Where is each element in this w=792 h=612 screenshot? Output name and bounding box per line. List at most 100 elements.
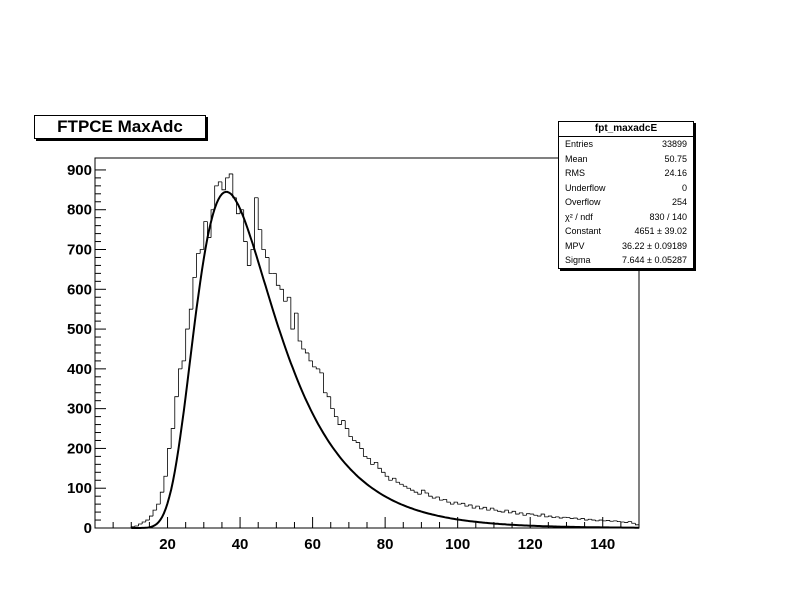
histogram-bin <box>602 520 607 522</box>
histogram-bin <box>631 521 636 524</box>
histogram-bin <box>464 503 469 507</box>
histogram-bin <box>333 408 338 418</box>
histogram-bin <box>515 511 520 515</box>
histogram-bin <box>181 360 186 369</box>
histogram-bin <box>634 523 639 526</box>
histogram-bin <box>377 462 382 469</box>
x-tick-label: 140 <box>590 536 615 553</box>
histogram-bin <box>261 229 266 250</box>
histogram-bin <box>308 352 313 362</box>
histogram-bin <box>159 491 164 505</box>
stats-row-label: Mean <box>565 153 588 164</box>
histogram-bin <box>497 510 502 512</box>
y-tick-label: 800 <box>67 202 92 219</box>
histogram-bin <box>134 525 139 527</box>
histogram-bin <box>395 478 400 483</box>
histogram-bin <box>304 348 309 354</box>
stats-row-label: χ² / ndf <box>565 211 593 222</box>
histogram-bin <box>598 519 603 521</box>
histogram-bin <box>417 492 422 495</box>
histogram-bin <box>167 448 172 477</box>
histogram-bin <box>413 490 418 493</box>
histogram-bin <box>587 518 592 521</box>
histogram-bin <box>402 484 407 487</box>
histogram-bin <box>178 368 183 397</box>
histogram-bin <box>344 420 349 429</box>
stats-row-label: Underflow <box>565 182 606 193</box>
histogram-bin <box>315 366 320 370</box>
stats-row-value: 254 <box>671 197 687 207</box>
histogram-bin <box>431 496 436 499</box>
stats-row: Underflow 0 <box>559 181 693 196</box>
y-tick-label: 100 <box>67 480 92 497</box>
histogram-bin <box>468 504 473 507</box>
histogram-bin <box>609 520 614 522</box>
stats-rows: Entries 33899 Mean 50.75 RMS 24.16 Underflow 0 O… <box>559 137 693 268</box>
x-tick-label: 120 <box>518 536 543 553</box>
stats-row-value: 50.75 <box>664 153 687 164</box>
histogram-bin <box>450 502 455 505</box>
histogram-bin <box>428 492 433 497</box>
histogram-bin <box>453 501 458 505</box>
histogram-bin <box>406 486 411 489</box>
histogram-bin <box>294 312 299 330</box>
histogram-bin <box>138 523 143 527</box>
histogram-bin <box>584 518 589 521</box>
histogram-bin <box>424 490 429 494</box>
stats-row: MPV 36.22 ± 0.09189 <box>559 239 693 254</box>
histogram-bin <box>268 257 273 274</box>
stats-row-label: Constant <box>565 226 602 236</box>
stats-row-value: 24.16 <box>664 168 687 178</box>
histogram-bin <box>174 396 179 429</box>
histogram-bin <box>203 221 208 250</box>
histogram-bin <box>457 502 462 505</box>
stats-row-label: Overflow <box>565 197 601 207</box>
histogram-bin <box>275 273 280 286</box>
histogram-bin <box>504 509 509 513</box>
stats-row: Constant 4651 ± 39.02 <box>559 224 693 239</box>
histogram-bin <box>373 461 378 465</box>
histogram-bin <box>330 396 335 410</box>
histogram-bin <box>576 518 581 520</box>
histogram-bin <box>228 173 233 178</box>
histogram-bin <box>152 509 157 517</box>
histogram-bin <box>435 496 440 499</box>
histogram-bin <box>188 308 193 330</box>
y-tick-label: 200 <box>67 440 92 457</box>
histogram-bin <box>279 285 284 290</box>
histogram-bin <box>301 341 306 350</box>
histogram-bin <box>475 505 480 509</box>
x-tick-label: 20 <box>159 536 176 553</box>
y-axis: 0 100 200 300 400 500 600 700 800 900 <box>67 162 106 537</box>
histogram-bin <box>537 515 542 517</box>
histogram-bin <box>326 392 331 398</box>
histogram-bin <box>580 518 585 520</box>
histogram-bin <box>341 420 346 425</box>
histogram-bin <box>569 517 574 519</box>
histogram-bin <box>410 488 415 491</box>
histogram-title: FTPCE MaxAdc <box>34 115 206 139</box>
stats-row-label: MPV <box>565 240 585 251</box>
histogram-bin <box>421 489 426 495</box>
y-tick-label: 600 <box>67 281 92 298</box>
histogram-bin <box>141 521 146 525</box>
histogram-bin <box>297 313 302 342</box>
y-tick-label: 400 <box>67 361 92 378</box>
histogram-bin <box>555 516 560 518</box>
stats-row: χ² / ndf 830 / 140 <box>559 210 693 225</box>
histogram-bin <box>196 253 201 278</box>
x-axis: 20 40 60 80 100 120 140 <box>94 517 640 553</box>
histogram-bin <box>518 512 523 515</box>
stats-histogram-name: fpt_maxadcE <box>559 122 693 137</box>
histogram-bin <box>460 502 465 505</box>
x-tick-label: 100 <box>445 536 470 553</box>
histogram-bin <box>558 516 563 519</box>
histogram-bin <box>221 181 226 191</box>
histogram-bin <box>246 241 251 266</box>
histogram-bin <box>388 476 393 481</box>
histogram-bin <box>489 507 494 511</box>
histogram-bin <box>192 276 197 310</box>
x-tick-label: 40 <box>232 536 249 553</box>
histogram-bin <box>544 514 549 518</box>
